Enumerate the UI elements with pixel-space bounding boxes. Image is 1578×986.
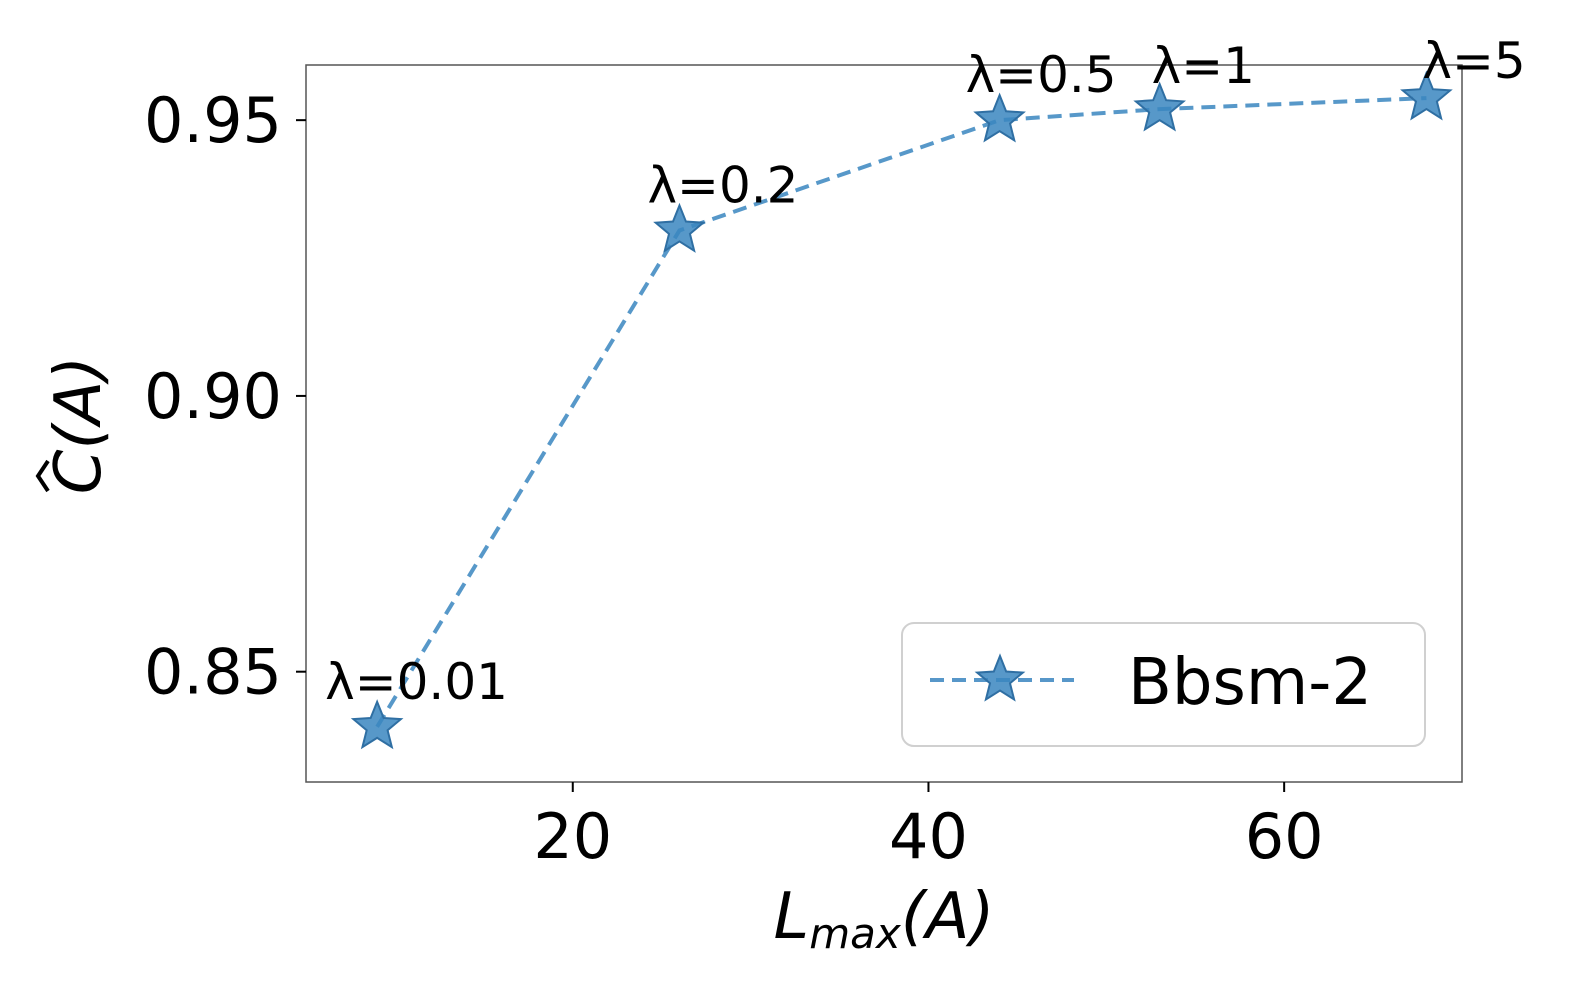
plot-frame xyxy=(305,64,1463,783)
y-tick-label: 0.95 xyxy=(144,84,282,157)
x-tick-label: 20 xyxy=(533,800,612,873)
y-tick-label: 0.85 xyxy=(144,636,282,709)
data-point-star xyxy=(1400,70,1453,121)
series-line xyxy=(375,96,1427,728)
legend-box xyxy=(901,622,1426,747)
data-point-star xyxy=(350,699,404,750)
x-axis-title: Lmax(A) xyxy=(774,880,995,958)
point-annotation: λ=1 xyxy=(1152,37,1255,95)
legend-label: Bbsm-2 xyxy=(1128,646,1372,720)
series-group xyxy=(350,70,1453,750)
data-point-star xyxy=(973,92,1026,143)
plot-area xyxy=(305,64,1463,783)
y-tick-label: 0.90 xyxy=(144,360,282,433)
point-annotation: λ=0.01 xyxy=(325,653,508,711)
legend: Bbsm-2 xyxy=(901,622,1426,747)
x-tick-label: 40 xyxy=(889,800,968,873)
point-annotation: λ=0.2 xyxy=(647,156,798,214)
axis-ticks: 20 40 60 0.85 0.90 0.95 xyxy=(144,84,1324,873)
x-tick-label: 60 xyxy=(1245,800,1324,873)
annotations: λ=0.01 λ=0.2 λ=0.5 λ=1 λ=5 xyxy=(325,32,1526,711)
y-axis-title: C(A) xyxy=(35,356,116,494)
svg-text:C(A): C(A) xyxy=(42,356,116,494)
data-point-star xyxy=(653,202,706,253)
data-point-star xyxy=(1133,81,1186,132)
point-annotation: λ=5 xyxy=(1422,32,1525,90)
legend-star-marker xyxy=(974,653,1026,702)
point-annotation: λ=0.5 xyxy=(966,46,1117,104)
